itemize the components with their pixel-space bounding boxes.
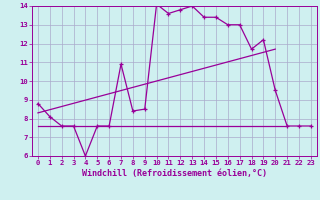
X-axis label: Windchill (Refroidissement éolien,°C): Windchill (Refroidissement éolien,°C) [82,169,267,178]
